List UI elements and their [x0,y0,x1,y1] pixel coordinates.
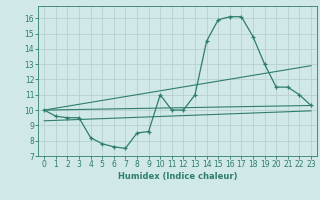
X-axis label: Humidex (Indice chaleur): Humidex (Indice chaleur) [118,172,237,181]
